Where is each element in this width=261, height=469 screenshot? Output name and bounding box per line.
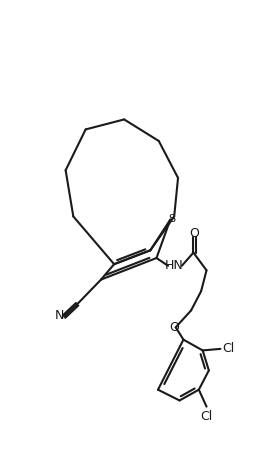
Text: Cl: Cl (223, 342, 235, 356)
Text: HN: HN (165, 259, 183, 272)
Text: O: O (169, 321, 179, 334)
Text: Cl: Cl (200, 410, 213, 424)
Text: S: S (168, 214, 175, 224)
Text: N: N (55, 309, 64, 322)
Text: O: O (189, 227, 199, 240)
